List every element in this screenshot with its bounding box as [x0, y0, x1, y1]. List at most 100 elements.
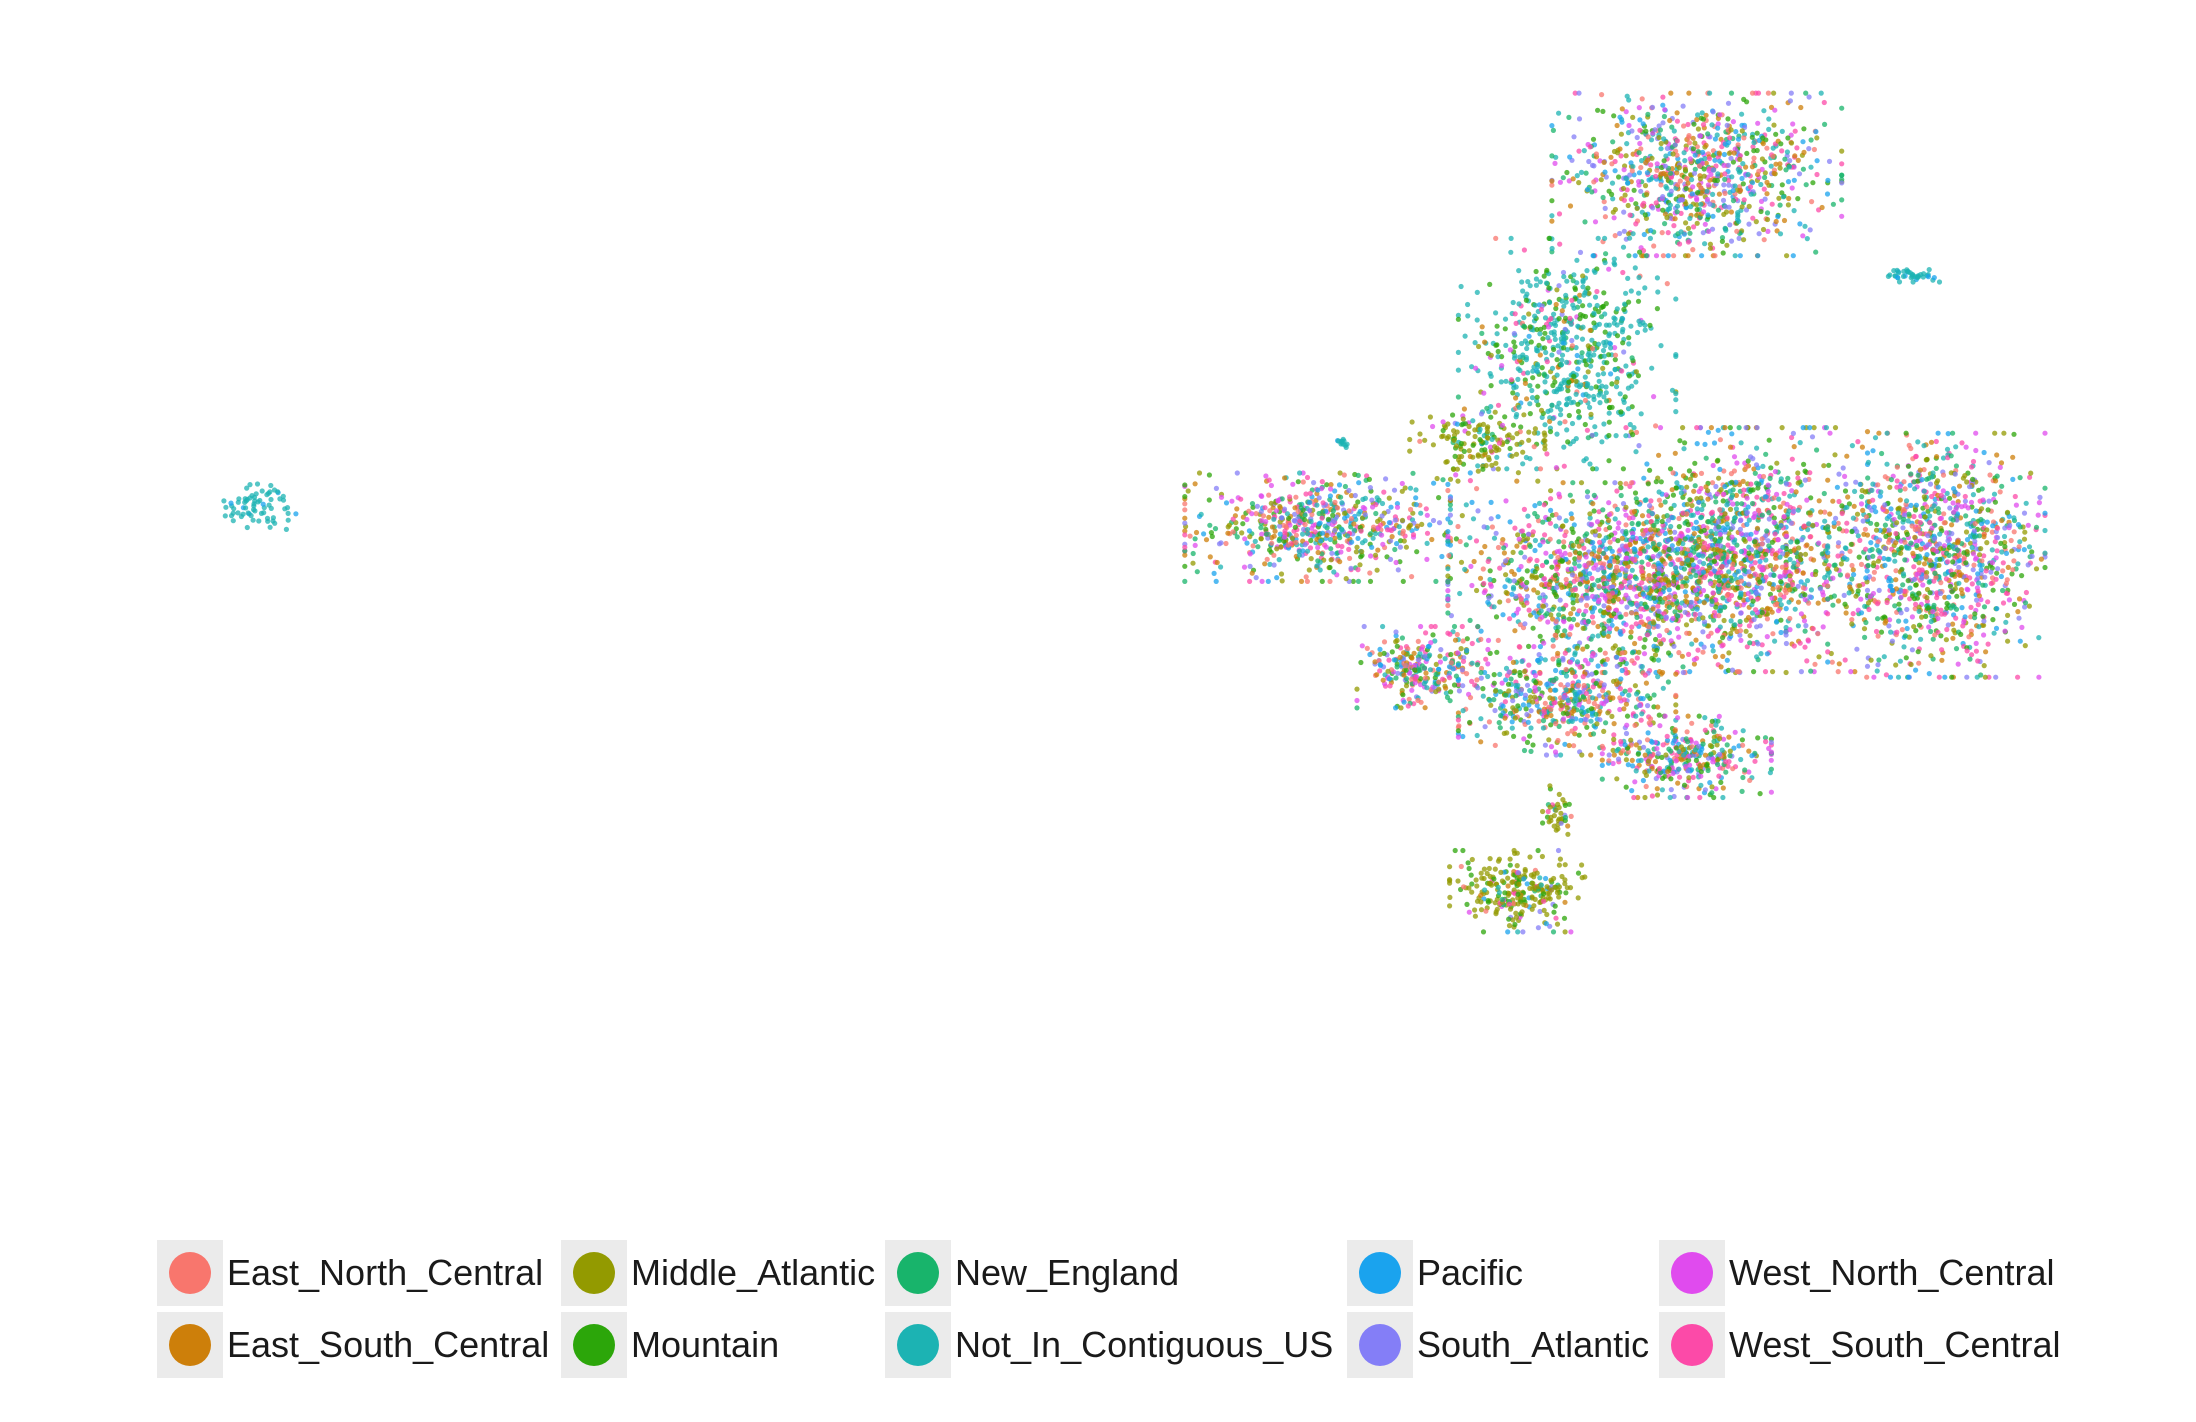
- scatter-point: [244, 524, 250, 531]
- scatter-point: [1501, 545, 1507, 551]
- scatter-point: [1839, 148, 1845, 154]
- scatter-point: [1467, 617, 1473, 624]
- scatter-point: [1785, 475, 1791, 481]
- scatter-point: [1786, 195, 1792, 202]
- scatter-point: [1601, 159, 1607, 165]
- scatter-point: [1281, 538, 1287, 544]
- scatter-point: [1182, 515, 1188, 521]
- scatter-point: [1771, 122, 1777, 128]
- scatter-point: [1576, 415, 1582, 421]
- scatter-point: [1602, 235, 1608, 241]
- scatter-point: [1502, 414, 1508, 420]
- scatter-point: [1584, 584, 1590, 590]
- scatter-point: [1489, 462, 1495, 468]
- scatter-point: [1802, 551, 1809, 557]
- scatter-point: [1685, 253, 1691, 259]
- scatter-point: [1451, 466, 1457, 472]
- scatter-point: [1692, 152, 1698, 158]
- scatter-point: [1553, 465, 1559, 471]
- scatter-point: [1540, 539, 1546, 545]
- scatter-point: [1600, 347, 1607, 354]
- scatter-point: [1474, 587, 1480, 594]
- scatter-point: [1269, 535, 1275, 541]
- scatter-point: [293, 511, 299, 517]
- scatter-point: [1781, 490, 1787, 497]
- scatter-point: [1568, 400, 1574, 406]
- scatter-point: [1761, 186, 1767, 192]
- scatter-point: [1678, 574, 1684, 580]
- scatter-point: [1656, 452, 1662, 458]
- scatter-point: [1477, 437, 1483, 443]
- scatter-point: [1274, 575, 1280, 581]
- scatter-point: [1621, 228, 1627, 234]
- scatter-point: [1806, 146, 1812, 152]
- scatter-point: [1659, 230, 1665, 236]
- scatter-point: [1541, 502, 1547, 508]
- scatter-point: [1519, 528, 1525, 534]
- scatter-point: [1795, 157, 1801, 163]
- scatter-point: [1691, 488, 1697, 494]
- scatter-point: [1507, 445, 1513, 452]
- scatter-point: [1498, 379, 1504, 385]
- scatter-point: [1689, 641, 1695, 647]
- scatter-point: [1318, 538, 1324, 544]
- scatter-point: [1268, 500, 1274, 506]
- scatter-point: [1325, 516, 1331, 523]
- scatter-point: [1592, 532, 1598, 538]
- scatter-point: [1493, 310, 1499, 316]
- scatter-point: [1660, 94, 1666, 100]
- scatter-point: [1233, 526, 1239, 532]
- scatter-point: [1275, 498, 1281, 504]
- scatter-point: [1559, 298, 1565, 304]
- scatter-point: [1295, 479, 1301, 485]
- scatter-point: [1791, 508, 1797, 514]
- scatter-point: [1786, 599, 1792, 605]
- scatter-point: [1650, 606, 1656, 612]
- scatter-point: [1527, 401, 1533, 407]
- scatter-point: [1730, 188, 1736, 194]
- scatter-point: [1696, 488, 1702, 495]
- scatter-point: [1576, 180, 1582, 186]
- scatter-point: [1253, 575, 1259, 581]
- scatter-point: [256, 518, 262, 524]
- scatter-point: [1643, 160, 1649, 166]
- scatter-point: [1638, 564, 1644, 570]
- scatter-point: [1634, 614, 1640, 621]
- scatter-point: [1665, 577, 1671, 584]
- scatter-point: [1676, 650, 1682, 656]
- scatter-point: [1710, 109, 1716, 115]
- scatter-point: [1708, 425, 1714, 431]
- scatter-point: [1593, 594, 1599, 600]
- scatter-point: [1682, 609, 1688, 615]
- scatter-point: [1353, 549, 1359, 555]
- scatter-point: [230, 518, 236, 524]
- scatter-point: [1733, 492, 1739, 498]
- scatter-point: [1760, 226, 1767, 233]
- scatter-point: [1589, 162, 1596, 168]
- scatter-point: [1772, 566, 1778, 572]
- scatter-point: [1774, 618, 1780, 624]
- scatter-point: [1478, 411, 1485, 417]
- scatter-point: [1725, 583, 1731, 589]
- scatter-point: [1532, 537, 1538, 544]
- scatter-point: [1587, 511, 1593, 517]
- scatter-point: [1617, 629, 1623, 635]
- scatter-point: [1407, 522, 1413, 528]
- scatter-point: [1803, 90, 1809, 96]
- scatter-point: [1721, 577, 1727, 584]
- scatter-point: [1457, 538, 1463, 545]
- scatter-point: [1732, 253, 1738, 259]
- scatter-point: [1839, 213, 1845, 219]
- scatter-point: [1518, 563, 1524, 570]
- scatter-point: [1284, 511, 1290, 517]
- scatter-point: [1427, 522, 1433, 528]
- scatter-point: [1492, 444, 1498, 450]
- scatter-point: [1700, 587, 1707, 594]
- scatter-point: [1482, 543, 1488, 550]
- scatter-point: [1644, 192, 1650, 198]
- scatter-point: [1566, 395, 1572, 401]
- scatter-point: [1815, 600, 1821, 606]
- scatter-point: [1534, 369, 1541, 375]
- scatter-point: [1500, 612, 1506, 618]
- scatter-point: [1778, 602, 1784, 608]
